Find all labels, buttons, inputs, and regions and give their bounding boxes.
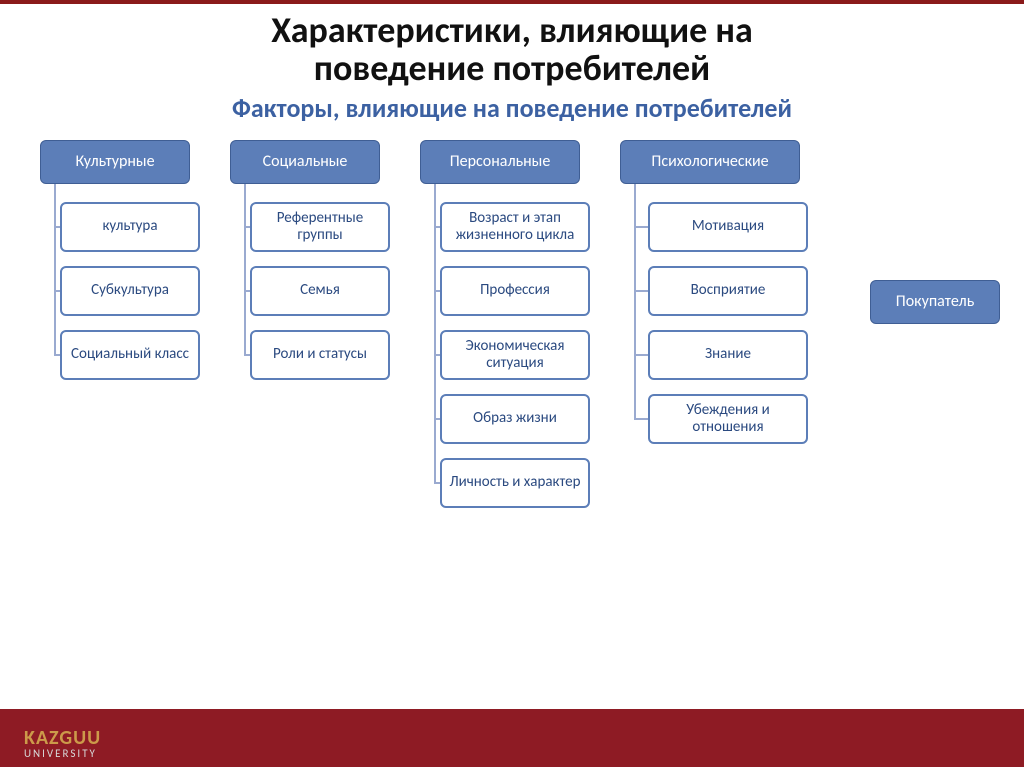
child-psych-3: Убеждения и отношения	[648, 394, 808, 444]
elbow-psych-1	[634, 290, 648, 292]
spine-social	[244, 184, 246, 355]
child-personal-4: Личность и характер	[440, 458, 590, 508]
child-cultural-2: Социальный класс	[60, 330, 200, 380]
spine-cultural	[54, 184, 56, 355]
header-personal: Персональные	[420, 140, 580, 184]
page-title: Характеристики, влияющие на поведение по…	[0, 4, 1024, 88]
title-line-2: поведение потребителей	[314, 46, 710, 90]
elbow-psych-2	[634, 354, 648, 356]
child-personal-1: Профессия	[440, 266, 590, 316]
university-logo: KAZGUU UNIVERSITY	[24, 728, 101, 759]
child-personal-0: Возраст и этап жизненного цикла	[440, 202, 590, 252]
logo-sub: UNIVERSITY	[24, 748, 101, 759]
header-social: Социальные	[230, 140, 380, 184]
spine-psych	[634, 184, 636, 419]
child-personal-2: Экономическая ситуация	[440, 330, 590, 380]
elbow-psych-3	[634, 418, 648, 420]
child-social-0: Референтные группы	[250, 202, 390, 252]
child-cultural-1: Субкультура	[60, 266, 200, 316]
child-social-2: Роли и статусы	[250, 330, 390, 380]
elbow-psych-0	[634, 226, 648, 228]
footer-bar	[0, 709, 1024, 767]
child-social-1: Семья	[250, 266, 390, 316]
header-cultural: Культурные	[40, 140, 190, 184]
subtitle: Факторы, влияющие на поведение потребите…	[0, 88, 1024, 130]
buyer-box: Покупатель	[870, 280, 1000, 324]
child-personal-3: Образ жизни	[440, 394, 590, 444]
hierarchy-chart: Культурные культура Субкультура Социальный …	[0, 130, 1024, 690]
header-psych: Психологические	[620, 140, 800, 184]
child-cultural-0: культура	[60, 202, 200, 252]
child-psych-1: Восприятие	[648, 266, 808, 316]
spine-personal	[434, 184, 436, 483]
child-psych-2: Знание	[648, 330, 808, 380]
slide: Характеристики, влияющие на поведение по…	[0, 0, 1024, 767]
child-psych-0: Мотивация	[648, 202, 808, 252]
